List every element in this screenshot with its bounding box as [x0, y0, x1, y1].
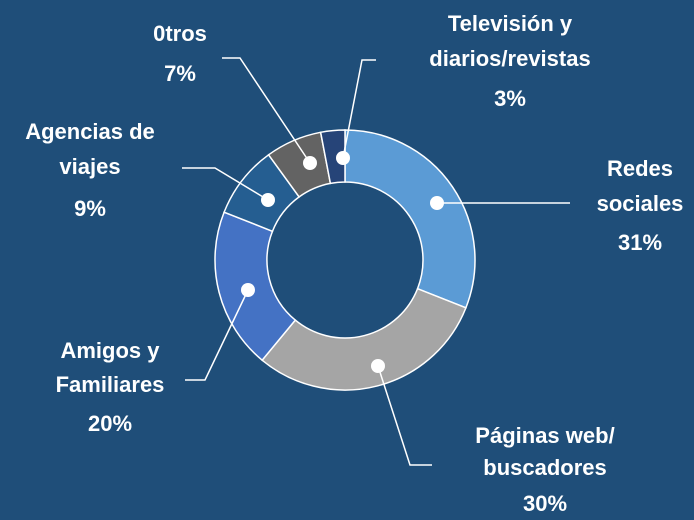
- leader-dot: [336, 151, 350, 165]
- leader-line: [182, 167, 269, 201]
- leader-dot: [430, 196, 444, 210]
- leader-dot: [241, 283, 255, 297]
- donut-segment: [261, 287, 467, 391]
- leader-line: [342, 59, 376, 159]
- value-label: 20%: [88, 411, 132, 436]
- leader-dot: [261, 193, 275, 207]
- value-label: 31%: [618, 230, 662, 255]
- category-label: Redes: [607, 156, 673, 181]
- category-label: Páginas web/: [475, 423, 614, 448]
- category-label: Televisión y: [448, 11, 573, 36]
- value-label: 30%: [523, 491, 567, 516]
- category-label: Familiares: [56, 372, 165, 397]
- category-label: Agencias de: [25, 119, 155, 144]
- leader-dot: [303, 156, 317, 170]
- value-label: 9%: [74, 196, 106, 221]
- leader-line: [222, 57, 311, 164]
- donut-segment: [344, 129, 476, 309]
- leader-line: [377, 365, 432, 466]
- leader-line: [185, 289, 249, 381]
- category-label: sociales: [597, 191, 684, 216]
- category-label: Amigos y: [60, 338, 160, 363]
- category-label: 0tros: [153, 21, 207, 46]
- value-label: 3%: [494, 86, 526, 111]
- category-label: viajes: [59, 154, 120, 179]
- leader-dot: [371, 359, 385, 373]
- donut-segment: [319, 129, 346, 185]
- value-label: 7%: [164, 61, 196, 86]
- category-label: buscadores: [483, 455, 607, 480]
- category-label: diarios/revistas: [429, 46, 590, 71]
